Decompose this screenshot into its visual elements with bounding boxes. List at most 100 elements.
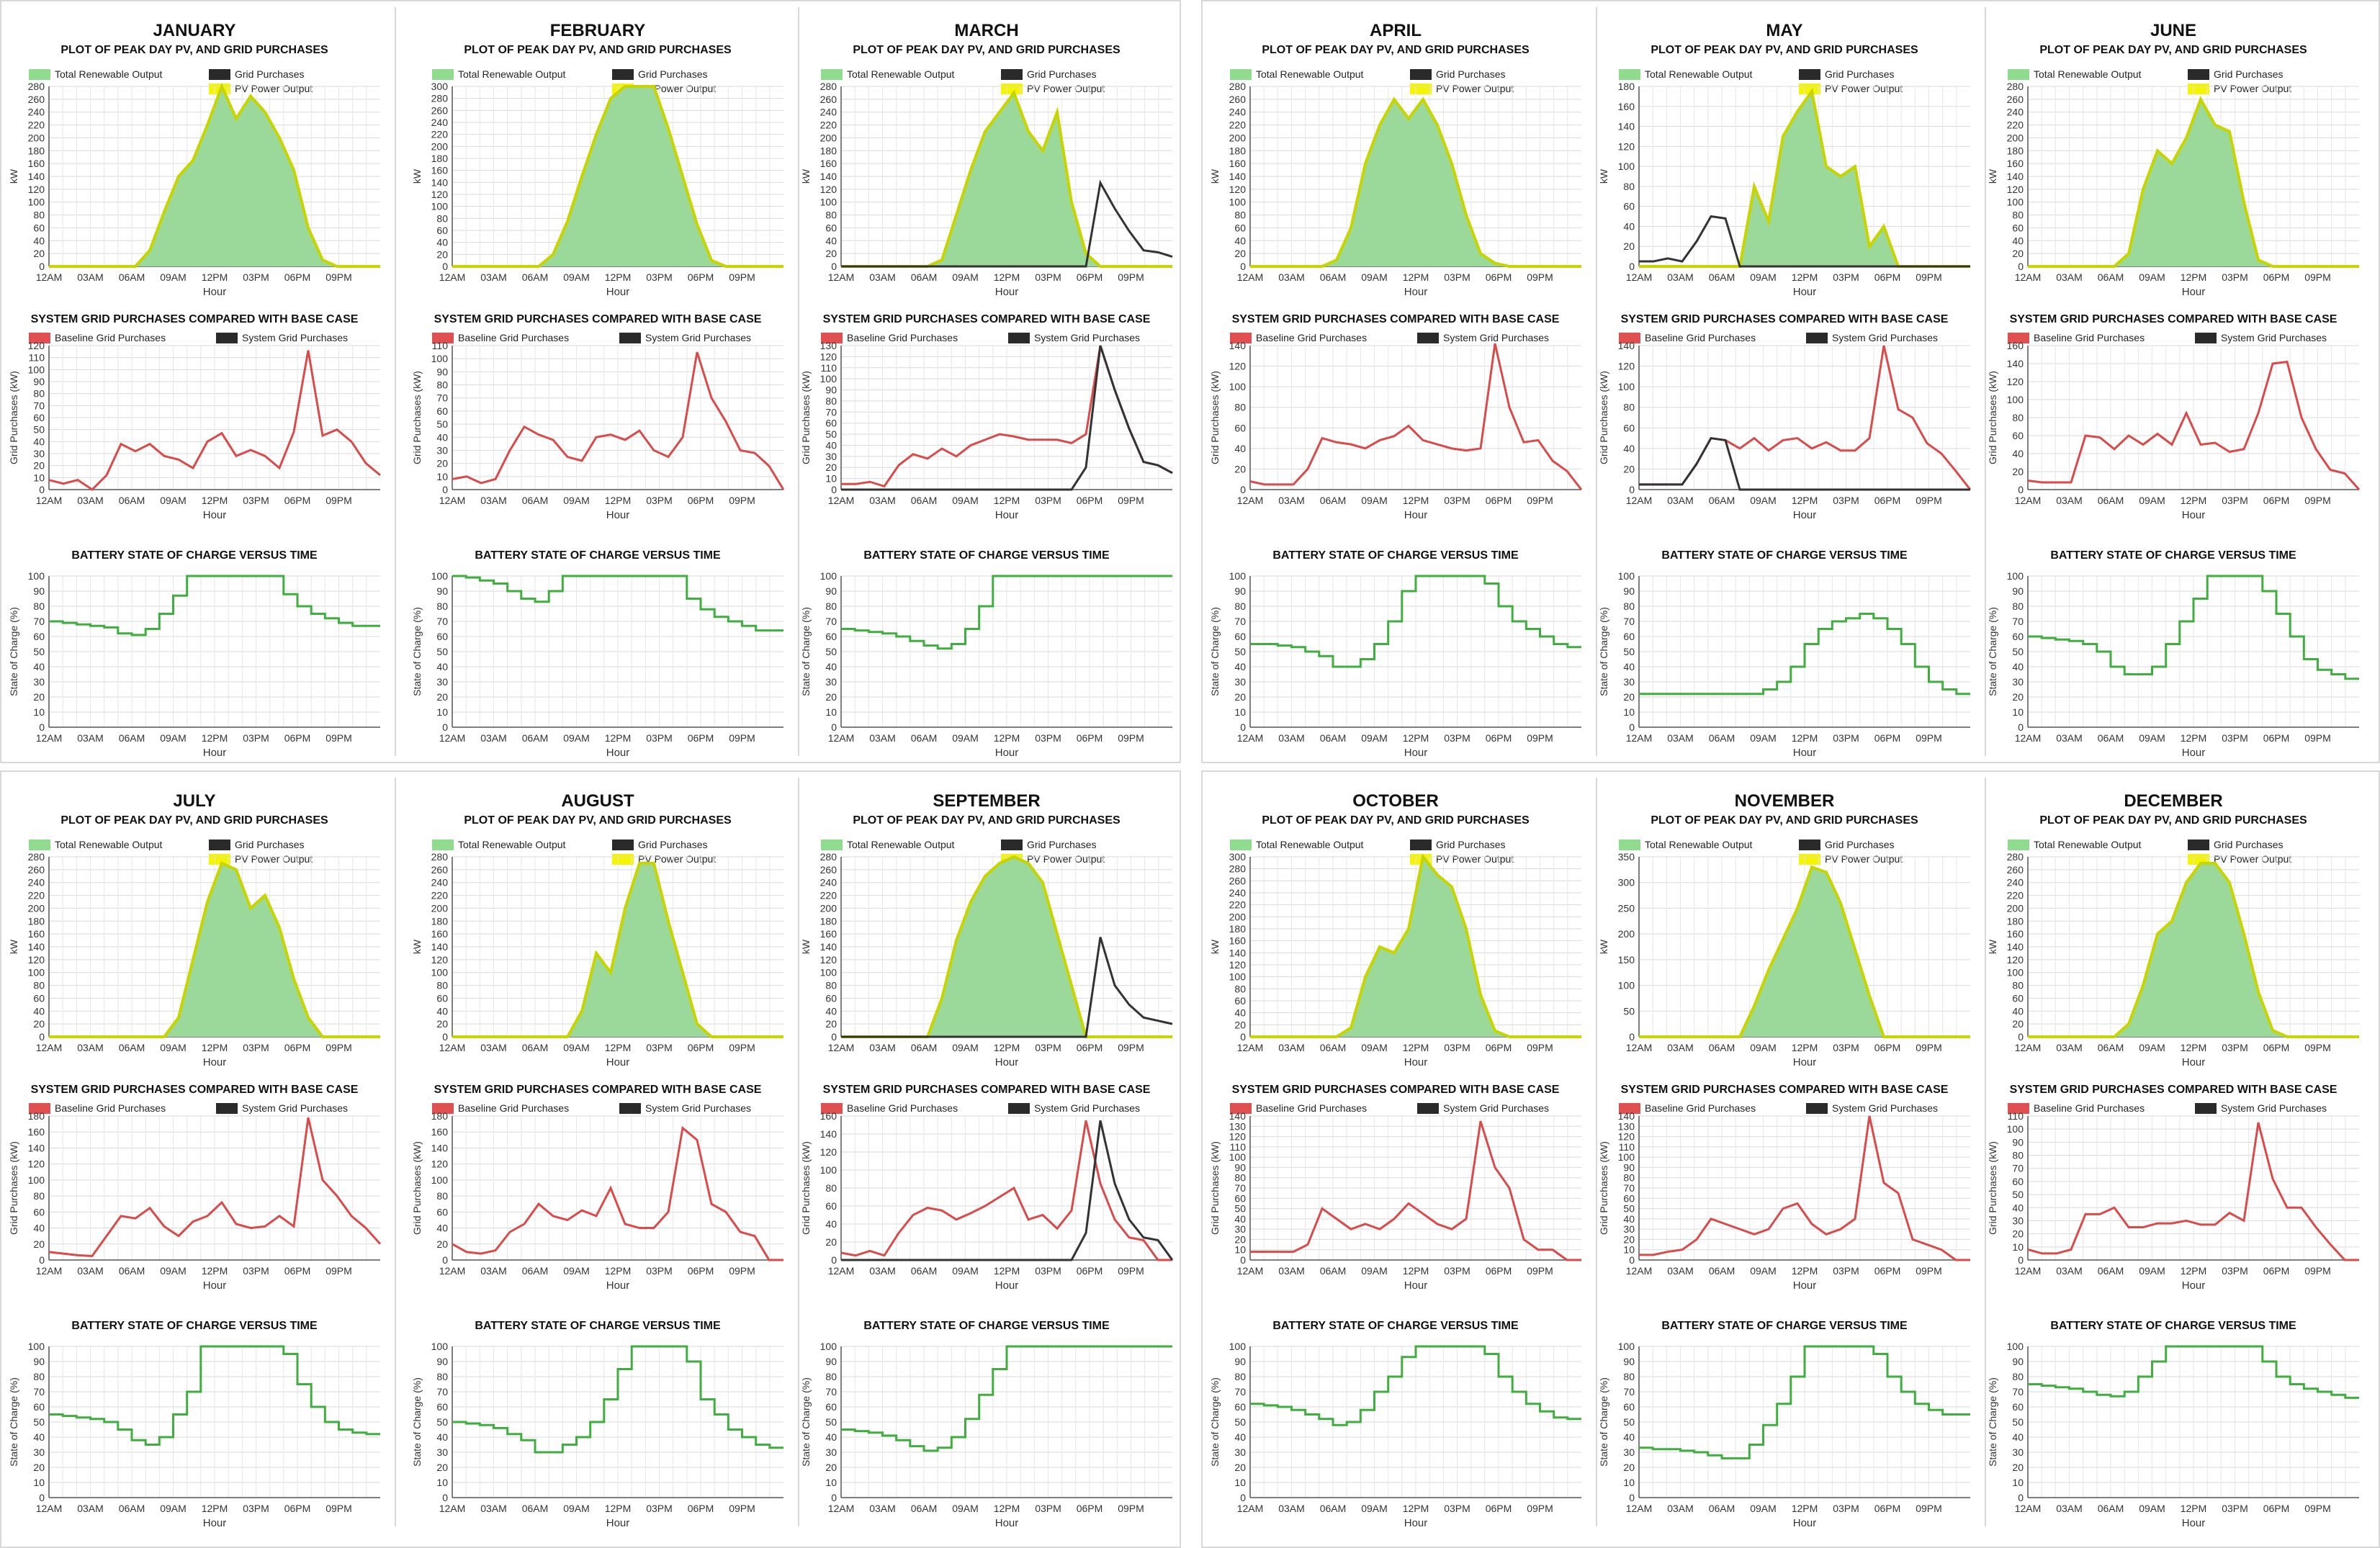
x-tick-label: 12PM xyxy=(2181,732,2207,744)
grid-chart-title: SYSTEM GRID PURCHASES COMPARED WITH BASE… xyxy=(434,1084,762,1096)
x-tick-label: 06AM xyxy=(522,1042,549,1053)
y-tick-label: 100 xyxy=(1618,570,1635,582)
y-tick-label: 260 xyxy=(431,104,449,116)
x-tick-label: 09AM xyxy=(1750,1265,1777,1277)
x-axis-title: Hour xyxy=(606,1517,630,1529)
legend-baseline-swatch xyxy=(29,1103,50,1114)
y-tick-label: 30 xyxy=(33,676,45,688)
y-tick-label: 60 xyxy=(1623,1401,1635,1413)
renewable-area xyxy=(49,863,380,1037)
y-axis-title: Grid Purchases (kW) xyxy=(1598,1141,1609,1235)
legend-system-label: System Grid Purchases xyxy=(1832,332,1938,343)
y-tick-label: 100 xyxy=(431,1174,449,1186)
x-tick-label: 09PM xyxy=(325,1042,352,1053)
y-tick-label: 90 xyxy=(1623,585,1635,597)
soc-step-line xyxy=(49,1345,380,1446)
legend-renewable-swatch xyxy=(1619,840,1640,850)
y-tick-label: 30 xyxy=(33,1446,45,1458)
y-tick-label: 80 xyxy=(33,600,45,612)
legend-baseline-swatch xyxy=(2008,1103,2029,1114)
y-tick-label: 80 xyxy=(436,379,448,391)
x-tick-label: 06PM xyxy=(1077,1265,1103,1277)
x-tick-label: 09AM xyxy=(2139,495,2165,506)
system-line xyxy=(1639,436,1970,491)
y-tick-label: 160 xyxy=(28,1126,45,1138)
legend-baseline-label: Baseline Grid Purchases xyxy=(1645,1102,1756,1114)
x-axis-title: Hour xyxy=(995,1517,1019,1529)
y-tick-label: 0 xyxy=(831,1492,837,1503)
y-tick-label: 260 xyxy=(1229,94,1247,105)
y-tick-label: 100 xyxy=(28,364,45,375)
x-tick-label: 03PM xyxy=(646,732,673,744)
grid-chart-title: SYSTEM GRID PURCHASES COMPARED WITH BASE… xyxy=(1621,1084,1949,1096)
legend-system-swatch xyxy=(2195,1103,2217,1114)
x-tick-label: 09PM xyxy=(1118,1042,1144,1053)
y-tick-label: 160 xyxy=(28,158,45,169)
y-tick-label: 50 xyxy=(2012,1416,2024,1428)
y-axis-title: State of Charge (%) xyxy=(8,607,19,696)
y-tick-label: 40 xyxy=(436,431,448,443)
legend-system-label: System Grid Purchases xyxy=(242,332,348,343)
x-tick-label: 12AM xyxy=(439,1042,466,1053)
y-tick-label: 70 xyxy=(825,616,837,627)
y-axis-title: Grid Purchases (kW) xyxy=(1987,1141,1998,1235)
x-tick-label: 06PM xyxy=(2263,1042,2290,1053)
y-tick-label: 10 xyxy=(1623,1244,1635,1256)
legend-baseline-label: Baseline Grid Purchases xyxy=(55,1102,166,1114)
x-tick-label: 09PM xyxy=(2304,271,2331,283)
x-tick-label: 12PM xyxy=(605,1042,632,1053)
y-tick-label: 200 xyxy=(28,902,45,914)
y-tick-label: 300 xyxy=(1618,877,1635,888)
x-tick-label: 12PM xyxy=(605,1503,632,1514)
x-tick-label: 09AM xyxy=(1750,271,1777,283)
x-tick-label: 12AM xyxy=(1626,1042,1653,1053)
y-tick-label: 60 xyxy=(33,992,45,1004)
pv-output-line xyxy=(2028,96,2359,268)
x-tick-label: 12PM xyxy=(202,495,228,506)
y-tick-label: 70 xyxy=(825,406,837,418)
x-tick-label: 06AM xyxy=(119,732,145,744)
legend-renewable-label: Total Renewable Output xyxy=(847,839,955,850)
y-tick-label: 110 xyxy=(29,352,45,364)
x-tick-label: 12AM xyxy=(2015,495,2042,506)
y-tick-label: 0 xyxy=(2018,1031,2024,1043)
month-title: FEBRUARY xyxy=(550,21,645,40)
x-tick-label: 03AM xyxy=(869,495,896,506)
y-tick-label: 100 xyxy=(28,1341,45,1352)
y-tick-label: 90 xyxy=(1234,585,1246,597)
panel-separator xyxy=(1596,7,1597,756)
y-tick-label: 0 xyxy=(1240,261,1246,272)
x-tick-label: 09PM xyxy=(2304,1265,2331,1277)
y-tick-label: 260 xyxy=(820,864,838,876)
y-tick-label: 80 xyxy=(2012,1150,2024,1161)
y-tick-label: 30 xyxy=(436,444,448,456)
y-tick-label: 80 xyxy=(2012,210,2024,221)
x-tick-label: 03PM xyxy=(1833,732,1859,744)
y-tick-label: 90 xyxy=(825,1356,837,1367)
legend-system-swatch xyxy=(1008,333,1030,343)
grid-purchases-line xyxy=(841,937,1173,1038)
x-tick-label: 06AM xyxy=(911,732,938,744)
x-tick-label: 03PM xyxy=(243,1265,269,1277)
month-title: JANUARY xyxy=(153,21,235,40)
y-tick-label: 20 xyxy=(1623,463,1635,474)
soc-step-line xyxy=(452,575,783,632)
x-tick-label: 09PM xyxy=(729,732,755,744)
x-tick-label: 03PM xyxy=(2222,732,2248,744)
y-axis-title: State of Charge (%) xyxy=(800,1377,812,1467)
month-title: APRIL xyxy=(1370,21,1422,40)
x-tick-label: 06AM xyxy=(1320,495,1347,506)
x-tick-label: 09PM xyxy=(2304,732,2331,744)
y-tick-label: 20 xyxy=(1234,691,1246,703)
y-tick-label: 0 xyxy=(442,1254,448,1266)
legend-baseline-label: Baseline Grid Purchases xyxy=(55,332,166,343)
y-tick-label: 80 xyxy=(33,980,45,991)
y-tick-label: 40 xyxy=(1623,661,1635,672)
legend-baseline-swatch xyxy=(821,1103,843,1114)
legend-grid-purchases-label: Grid Purchases xyxy=(638,68,707,80)
y-tick-label: 60 xyxy=(1623,201,1635,212)
legend-grid-purchases-label: Grid Purchases xyxy=(638,839,707,850)
y-axis-title: kW xyxy=(1209,939,1221,954)
legend-baseline-label: Baseline Grid Purchases xyxy=(458,1102,569,1114)
x-tick-label: 06PM xyxy=(688,732,714,744)
